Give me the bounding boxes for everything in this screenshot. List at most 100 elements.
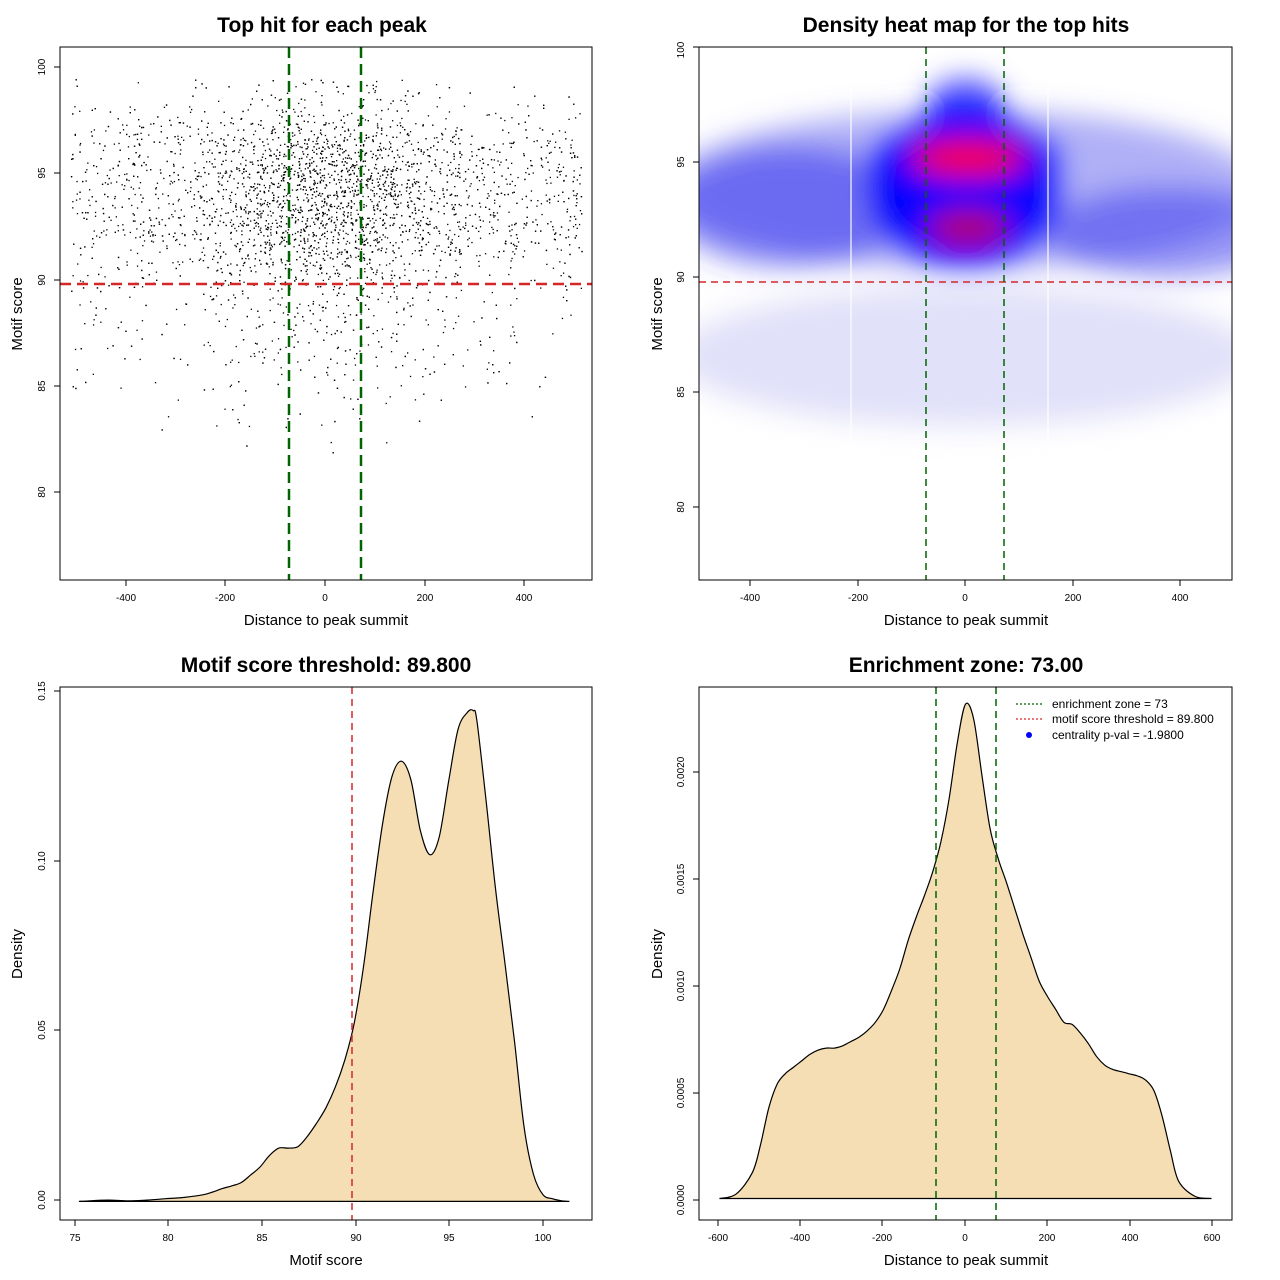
- scatter-point: [337, 272, 339, 274]
- scatter-point: [419, 254, 422, 256]
- scatter-point: [338, 181, 341, 184]
- scatter-point: [414, 359, 416, 361]
- scatter-point: [107, 196, 109, 198]
- scatter-point: [575, 235, 577, 237]
- scatter-point: [285, 426, 287, 429]
- scatter-point: [236, 167, 238, 169]
- scatter-point: [174, 152, 176, 155]
- scatter-point: [157, 116, 159, 118]
- scatter-point: [248, 258, 250, 260]
- scatter-point: [301, 210, 303, 212]
- heatmap-panel: Density heat map for the top hits -400 -…: [649, 14, 1233, 629]
- scatter-point: [268, 266, 270, 268]
- scatter-point: [272, 129, 274, 131]
- scatter-point: [356, 181, 358, 183]
- scatter-point: [381, 328, 384, 330]
- scatter-point: [377, 172, 379, 174]
- scatter-point: [376, 193, 378, 195]
- scatter-point: [302, 228, 305, 230]
- scatter-point: [322, 213, 325, 215]
- scatter-point: [312, 232, 314, 234]
- scatter-point: [270, 182, 273, 184]
- scatter-point: [269, 203, 271, 205]
- scatter-point: [516, 245, 518, 247]
- scatter-point: [489, 214, 492, 216]
- scatter-point: [281, 240, 283, 243]
- scatter-point: [408, 140, 411, 142]
- score-density-plot-frame: [59, 686, 593, 1221]
- scatter-point: [436, 202, 439, 204]
- scatter-point: [563, 180, 565, 182]
- scatter-point: [298, 211, 300, 213]
- scatter-point: [412, 149, 414, 151]
- scatter-point: [98, 273, 100, 276]
- scatter-point: [246, 204, 248, 206]
- scatter-point: [347, 212, 349, 214]
- scatter-point: [242, 339, 245, 341]
- scatter-point: [376, 240, 378, 242]
- scatter-point: [215, 313, 217, 315]
- scatter-point: [196, 217, 198, 219]
- scatter-point: [523, 227, 525, 229]
- scatter-point: [554, 233, 556, 235]
- scatter-point: [492, 232, 495, 234]
- heatmap-title: Density heat map for the top hits: [803, 14, 1130, 37]
- scatter-point: [72, 201, 74, 203]
- scatter-point: [391, 189, 393, 191]
- scatter-point: [327, 366, 329, 369]
- scatter-point: [270, 248, 272, 250]
- scatter-point: [321, 272, 323, 274]
- scatter-point: [341, 263, 344, 265]
- scatter-point: [91, 246, 93, 248]
- scatter-point: [362, 288, 364, 291]
- scatter-point: [290, 147, 292, 149]
- scatter-point: [360, 227, 362, 229]
- scatter-point: [269, 249, 271, 252]
- scatter-point: [234, 244, 236, 247]
- scatter-point: [396, 340, 398, 342]
- scatter-point: [334, 194, 336, 196]
- scatter-point: [177, 116, 179, 119]
- scatter-point: [225, 224, 227, 227]
- scatter-point: [534, 230, 537, 232]
- scatter-point: [342, 230, 344, 232]
- scatter-point: [173, 163, 175, 165]
- scatter-point: [212, 258, 214, 260]
- scatter-point: [378, 341, 380, 343]
- scatter-point: [330, 358, 332, 360]
- scatter-point: [483, 176, 486, 178]
- scatter-point: [339, 286, 341, 289]
- scatter-point: [546, 182, 548, 185]
- scatter-point: [211, 139, 213, 142]
- scatter-point: [338, 234, 340, 236]
- scatter-point: [277, 137, 280, 139]
- scatter-point: [467, 197, 470, 199]
- scatter-point: [265, 228, 267, 230]
- scatter-point: [316, 140, 318, 142]
- scatter-point: [346, 168, 348, 170]
- scatter-point: [373, 195, 376, 197]
- scatter-point: [260, 244, 262, 247]
- scatter-point: [352, 329, 355, 331]
- scatter-point: [554, 239, 556, 241]
- scatter-point: [208, 215, 211, 217]
- scatter-point: [278, 168, 280, 170]
- scatter-point: [200, 197, 202, 199]
- scatter-point: [328, 218, 330, 220]
- scatter-point: [198, 259, 200, 261]
- scatter-point: [262, 351, 264, 353]
- scatter-point: [330, 252, 332, 254]
- scatter-point: [79, 151, 81, 153]
- scatter-point: [484, 253, 487, 255]
- scatter-point: [336, 147, 339, 149]
- scatter-point: [362, 186, 364, 189]
- scatter-point: [576, 202, 578, 204]
- scatter-point: [251, 186, 253, 188]
- scatter-point: [444, 319, 446, 321]
- scatter-point: [217, 224, 219, 227]
- scatter-point: [350, 212, 352, 214]
- scatter-point: [447, 164, 449, 166]
- scatter-point: [335, 304, 338, 307]
- scatter-point: [253, 353, 255, 355]
- scatter-point: [245, 170, 247, 172]
